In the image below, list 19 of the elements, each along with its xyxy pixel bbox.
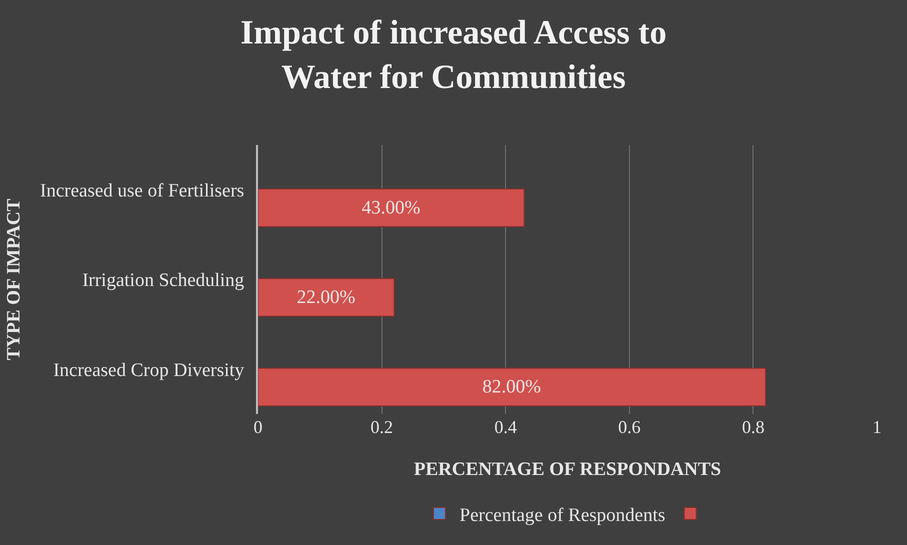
legend-label: Percentage of Respondents	[460, 504, 666, 526]
bar	[258, 188, 525, 228]
x-axis-title: PERCENTAGE OF RESPONDANTS	[414, 458, 722, 480]
x-tick-label: 0.4	[494, 417, 517, 437]
x-tick-label: 0.8	[742, 417, 764, 437]
y-tick-label: Increased use of Fertilisers	[40, 180, 244, 202]
data-label: 22.00%	[296, 286, 356, 308]
y-tick-label: Increased Crop Diversity	[53, 360, 245, 381]
bar	[258, 368, 766, 406]
x-tick-label: 0.2	[370, 417, 394, 437]
x-tick-label: 0	[254, 417, 262, 437]
chart-title: Impact of increased Access to Water for Communities	[240, 14, 667, 96]
x-tick-label: 1	[872, 417, 882, 437]
x-tick-label: 0.6	[618, 417, 641, 437]
y-tick-label: Irrigation Scheduling	[82, 270, 245, 292]
data-label: 82.00%	[482, 376, 542, 398]
bar	[258, 278, 395, 317]
y-axis-title: TYPE OF IMPACT	[3, 198, 24, 360]
data-label: 43.00%	[362, 197, 420, 218]
